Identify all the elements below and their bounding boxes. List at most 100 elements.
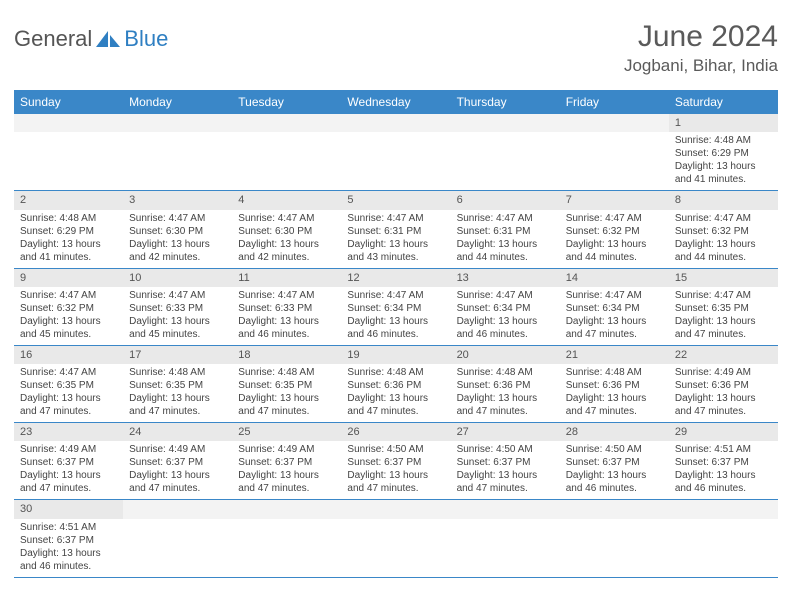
sunset-line: Sunset: 6:37 PM: [347, 456, 444, 469]
sunset-line: Sunset: 6:33 PM: [238, 302, 335, 315]
day-cell: 14Sunrise: 4:47 AMSunset: 6:34 PMDayligh…: [560, 268, 669, 345]
daylight-line: Daylight: 13 hours and 46 minutes.: [457, 315, 554, 341]
day-cell: 28Sunrise: 4:50 AMSunset: 6:37 PMDayligh…: [560, 423, 669, 500]
sunset-line: Sunset: 6:37 PM: [238, 456, 335, 469]
sunset-line: Sunset: 6:35 PM: [129, 379, 226, 392]
sunrise-line: Sunrise: 4:47 AM: [347, 289, 444, 302]
day-cell: 27Sunrise: 4:50 AMSunset: 6:37 PMDayligh…: [451, 423, 560, 500]
day-cell: 17Sunrise: 4:48 AMSunset: 6:35 PMDayligh…: [123, 345, 232, 422]
sunset-line: Sunset: 6:32 PM: [20, 302, 117, 315]
calendar-row: 16Sunrise: 4:47 AMSunset: 6:35 PMDayligh…: [14, 345, 778, 422]
day-details: Sunrise: 4:48 AMSunset: 6:35 PMDaylight:…: [232, 364, 341, 422]
day-details: Sunrise: 4:48 AMSunset: 6:29 PMDaylight:…: [669, 132, 778, 190]
sunset-line: Sunset: 6:30 PM: [129, 225, 226, 238]
day-cell: 7Sunrise: 4:47 AMSunset: 6:32 PMDaylight…: [560, 191, 669, 268]
day-details: Sunrise: 4:47 AMSunset: 6:35 PMDaylight:…: [669, 287, 778, 345]
daylight-line: Daylight: 13 hours and 47 minutes.: [129, 392, 226, 418]
day-number: 10: [123, 269, 232, 287]
weekday-header: Monday: [123, 90, 232, 114]
daynum-empty: [669, 500, 778, 518]
empty-cell: [14, 114, 123, 191]
calendar-row: 1Sunrise: 4:48 AMSunset: 6:29 PMDaylight…: [14, 114, 778, 191]
day-cell: 10Sunrise: 4:47 AMSunset: 6:33 PMDayligh…: [123, 268, 232, 345]
day-cell: 18Sunrise: 4:48 AMSunset: 6:35 PMDayligh…: [232, 345, 341, 422]
sunrise-line: Sunrise: 4:47 AM: [675, 289, 772, 302]
empty-cell: [123, 114, 232, 191]
daylight-line: Daylight: 13 hours and 47 minutes.: [457, 469, 554, 495]
day-cell: 20Sunrise: 4:48 AMSunset: 6:36 PMDayligh…: [451, 345, 560, 422]
day-details: Sunrise: 4:48 AMSunset: 6:36 PMDaylight:…: [451, 364, 560, 422]
daylight-line: Daylight: 13 hours and 45 minutes.: [20, 315, 117, 341]
weekday-header: Saturday: [669, 90, 778, 114]
sunrise-line: Sunrise: 4:47 AM: [675, 212, 772, 225]
day-details: Sunrise: 4:47 AMSunset: 6:31 PMDaylight:…: [451, 210, 560, 268]
daylight-line: Daylight: 13 hours and 46 minutes.: [347, 315, 444, 341]
day-number: 13: [451, 269, 560, 287]
daylight-line: Daylight: 13 hours and 47 minutes.: [457, 392, 554, 418]
day-details: Sunrise: 4:47 AMSunset: 6:33 PMDaylight:…: [232, 287, 341, 345]
day-number: 30: [14, 500, 123, 518]
day-details: Sunrise: 4:47 AMSunset: 6:32 PMDaylight:…: [560, 210, 669, 268]
weekday-header: Sunday: [14, 90, 123, 114]
day-cell: 8Sunrise: 4:47 AMSunset: 6:32 PMDaylight…: [669, 191, 778, 268]
empty-cell: [232, 500, 341, 577]
day-number: 1: [669, 114, 778, 132]
daylight-line: Daylight: 13 hours and 43 minutes.: [347, 238, 444, 264]
day-number: 22: [669, 346, 778, 364]
sunrise-line: Sunrise: 4:47 AM: [129, 289, 226, 302]
daynum-empty: [451, 500, 560, 518]
day-details: Sunrise: 4:50 AMSunset: 6:37 PMDaylight:…: [341, 441, 450, 499]
sunset-line: Sunset: 6:37 PM: [675, 456, 772, 469]
calendar-row: 30Sunrise: 4:51 AMSunset: 6:37 PMDayligh…: [14, 500, 778, 577]
calendar-row: 2Sunrise: 4:48 AMSunset: 6:29 PMDaylight…: [14, 191, 778, 268]
daylight-line: Daylight: 13 hours and 47 minutes.: [238, 392, 335, 418]
day-number: 14: [560, 269, 669, 287]
day-cell: 24Sunrise: 4:49 AMSunset: 6:37 PMDayligh…: [123, 423, 232, 500]
sunrise-line: Sunrise: 4:47 AM: [238, 289, 335, 302]
sunrise-line: Sunrise: 4:47 AM: [20, 289, 117, 302]
daylight-line: Daylight: 13 hours and 46 minutes.: [20, 547, 117, 573]
empty-cell: [123, 500, 232, 577]
logo-text-general: General: [14, 26, 92, 52]
day-details: Sunrise: 4:47 AMSunset: 6:34 PMDaylight:…: [341, 287, 450, 345]
daylight-line: Daylight: 13 hours and 42 minutes.: [238, 238, 335, 264]
daylight-line: Daylight: 13 hours and 44 minutes.: [457, 238, 554, 264]
sunrise-line: Sunrise: 4:49 AM: [675, 366, 772, 379]
empty-cell: [341, 500, 450, 577]
daylight-line: Daylight: 13 hours and 46 minutes.: [675, 469, 772, 495]
sunrise-line: Sunrise: 4:50 AM: [347, 443, 444, 456]
day-number: 4: [232, 191, 341, 209]
day-number: 20: [451, 346, 560, 364]
sunrise-line: Sunrise: 4:51 AM: [20, 521, 117, 534]
logo: General Blue: [14, 26, 168, 52]
day-details: Sunrise: 4:47 AMSunset: 6:34 PMDaylight:…: [560, 287, 669, 345]
day-number: 8: [669, 191, 778, 209]
sunset-line: Sunset: 6:34 PM: [347, 302, 444, 315]
day-details: Sunrise: 4:51 AMSunset: 6:37 PMDaylight:…: [669, 441, 778, 499]
daylight-line: Daylight: 13 hours and 47 minutes.: [129, 469, 226, 495]
sunrise-line: Sunrise: 4:48 AM: [457, 366, 554, 379]
day-number: 26: [341, 423, 450, 441]
daylight-line: Daylight: 13 hours and 47 minutes.: [238, 469, 335, 495]
weekday-header: Thursday: [451, 90, 560, 114]
day-cell: 3Sunrise: 4:47 AMSunset: 6:30 PMDaylight…: [123, 191, 232, 268]
daylight-line: Daylight: 13 hours and 47 minutes.: [20, 392, 117, 418]
sunrise-line: Sunrise: 4:48 AM: [347, 366, 444, 379]
daylight-line: Daylight: 13 hours and 47 minutes.: [347, 392, 444, 418]
daylight-line: Daylight: 13 hours and 45 minutes.: [129, 315, 226, 341]
sunset-line: Sunset: 6:32 PM: [675, 225, 772, 238]
day-details: Sunrise: 4:50 AMSunset: 6:37 PMDaylight:…: [451, 441, 560, 499]
daylight-line: Daylight: 13 hours and 46 minutes.: [566, 469, 663, 495]
empty-cell: [560, 114, 669, 191]
sunrise-line: Sunrise: 4:47 AM: [566, 212, 663, 225]
day-details: Sunrise: 4:48 AMSunset: 6:29 PMDaylight:…: [14, 210, 123, 268]
day-number: 16: [14, 346, 123, 364]
day-cell: 15Sunrise: 4:47 AMSunset: 6:35 PMDayligh…: [669, 268, 778, 345]
empty-cell: [232, 114, 341, 191]
daynum-empty: [123, 500, 232, 518]
day-details: Sunrise: 4:49 AMSunset: 6:36 PMDaylight:…: [669, 364, 778, 422]
day-details: Sunrise: 4:47 AMSunset: 6:33 PMDaylight:…: [123, 287, 232, 345]
daylight-line: Daylight: 13 hours and 44 minutes.: [566, 238, 663, 264]
day-number: 28: [560, 423, 669, 441]
sunrise-line: Sunrise: 4:49 AM: [238, 443, 335, 456]
